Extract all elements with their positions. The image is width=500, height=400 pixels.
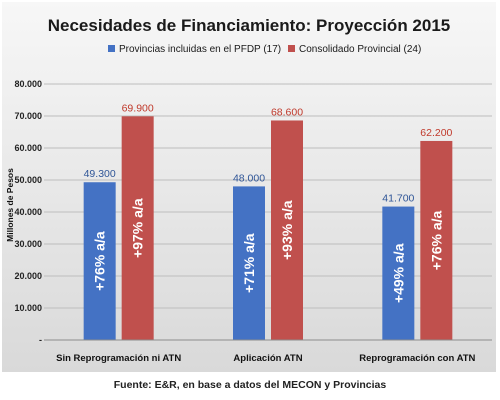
bar-annotation: +76% a/a [92, 231, 108, 291]
y-tick-label: 30.000 [14, 239, 42, 249]
bar-chart: Necesidades de Financiamiento: Proyecció… [2, 2, 496, 372]
bar [83, 182, 116, 340]
data-label: 69.900 [122, 102, 154, 114]
chart-frame: Necesidades de Financiamiento: Proyecció… [2, 2, 496, 372]
gridlines [44, 83, 492, 309]
y-axis: - 10.000 20.000 30.000 40.000 50.000 60.000 70.… [14, 79, 42, 345]
bar-annotation: +97% a/a [130, 198, 146, 258]
bar [382, 206, 415, 340]
legend-swatch [108, 45, 115, 52]
legend-label: Provincias incluidas en el PFDP (17) [119, 44, 281, 55]
y-tick-label: 50.000 [14, 175, 42, 185]
bar [233, 186, 265, 340]
y-tick-label: 60.000 [14, 143, 42, 153]
y-tick-label: 80.000 [14, 79, 42, 89]
y-tick-label: 20.000 [14, 271, 42, 281]
bar-annotation: +71% a/a [241, 233, 257, 293]
bar [121, 116, 154, 340]
x-axis: Sin Reprogramación ni ATN Aplicación ATN R… [44, 339, 492, 364]
legend: Provincias incluidas en el PFDP (17) Cons… [108, 44, 421, 55]
y-axis-label: Millones de Pesos [5, 168, 15, 242]
bar [420, 140, 453, 340]
y-tick-label: - [39, 335, 42, 345]
bar-annotation: +93% a/a [279, 200, 295, 260]
source-note: Fuente: E&R, en base a datos del MECON y… [113, 379, 387, 391]
y-tick-label: 70.000 [14, 111, 42, 121]
legend-label: Consolidado Provincial (24) [299, 44, 421, 55]
data-label: 68.600 [271, 106, 303, 118]
y-tick-label: 10.000 [14, 303, 42, 313]
bar-annotation: +49% a/a [390, 243, 406, 303]
x-tick-label: Sin Reprogramación ni ATN [56, 353, 181, 364]
chart-title: Necesidades de Financiamiento: Proyecció… [48, 16, 451, 35]
bars: 49.300 +76% a/a 69.900 +97% a/a 48.000 +71% a… [84, 102, 453, 340]
data-label: 62.200 [420, 127, 452, 139]
legend-swatch [288, 45, 295, 52]
x-tick-label: Reprogramación con ATN [359, 353, 475, 364]
data-label: 49.300 [84, 168, 116, 180]
bar-annotation: +76% a/a [428, 210, 444, 270]
data-label: 41.700 [382, 193, 414, 205]
bar [271, 120, 303, 340]
y-tick-label: 40.000 [14, 207, 42, 217]
data-label: 48.000 [233, 172, 265, 184]
x-tick-label: Aplicación ATN [233, 353, 302, 364]
